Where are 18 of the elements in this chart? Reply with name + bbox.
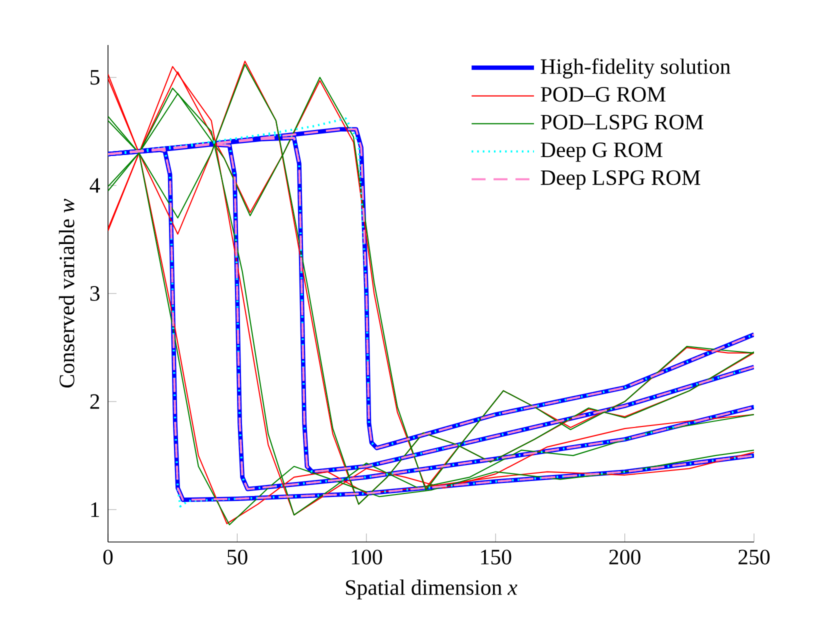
y-tick-label: 5 [90,70,100,85]
x-axis-title: Spatial dimension x [346,580,518,600]
y-tick-label: 2 [90,394,100,409]
y-tick-label: 4 [90,178,100,193]
legend-label: High-fidelity solution [540,58,730,78]
legend-label: POD–G ROM [540,87,666,102]
x-tick-label: 100 [352,550,382,564]
y-tick-label: 3 [90,286,100,301]
x-tick-label: 150 [481,550,512,564]
x-tick-label: 50 [228,550,248,564]
y-axis-title: Conserved variable w [58,198,74,388]
x-tick-label: 250 [738,550,770,564]
legend-label: POD–LSPG ROM [540,114,704,130]
x-tick-label: 0 [103,550,113,564]
legend-label: Deep LSPG ROM [540,170,700,190]
y-tick-label: 1 [91,502,99,517]
legend-label: Deep G ROM [540,142,662,162]
x-tick-label: 200 [609,550,640,564]
